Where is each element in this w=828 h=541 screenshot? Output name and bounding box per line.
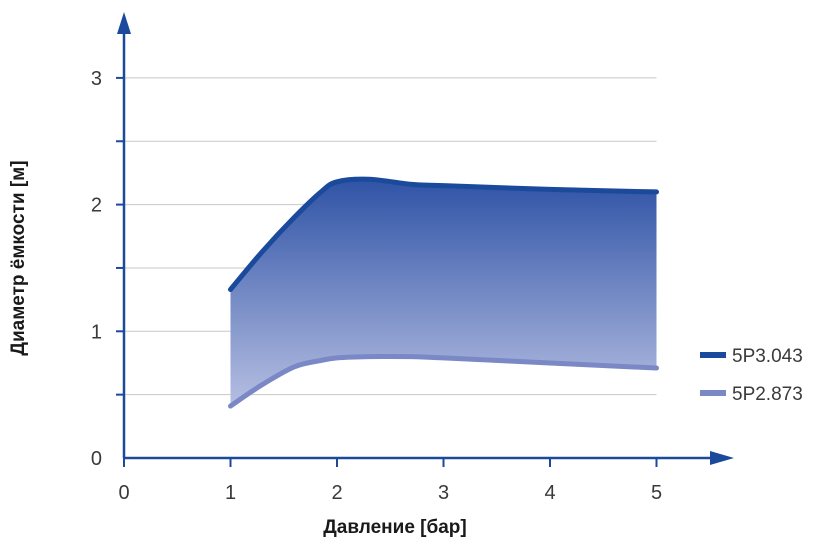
x-tick-label: 5 [651, 482, 662, 504]
y-tick-label: 0 [91, 448, 102, 470]
y-tick-label: 3 [91, 68, 102, 90]
y-axis-title: Диаметр ёмкости [м] [8, 160, 29, 355]
x-axis-title: Давление [бар] [323, 517, 466, 538]
axes [116, 12, 734, 467]
x-tick-label: 1 [225, 482, 236, 504]
x-axis-arrow [710, 451, 734, 465]
legend-label: 5P2.873 [732, 384, 803, 405]
series-lines [228, 176, 659, 409]
y-tick-label: 1 [91, 321, 102, 343]
y-tick-labels: 0 1 2 3 [91, 68, 102, 470]
y-tick-label: 2 [91, 195, 102, 217]
series-line-5P2.873 [228, 353, 659, 409]
legend-label: 5P3.043 [732, 346, 803, 367]
x-tick-labels: 0 1 2 3 4 5 [118, 482, 662, 504]
series-line-5P3.043 [228, 176, 659, 292]
area-band [230, 179, 657, 407]
x-tick-label: 3 [438, 482, 449, 504]
area-fill [230, 179, 657, 407]
x-tick-label: 0 [118, 482, 129, 504]
y-axis-arrow [117, 12, 131, 34]
legend: 5P3.043 5P2.873 [700, 346, 803, 405]
x-tick-label: 4 [544, 482, 555, 504]
x-tick-label: 2 [331, 482, 342, 504]
